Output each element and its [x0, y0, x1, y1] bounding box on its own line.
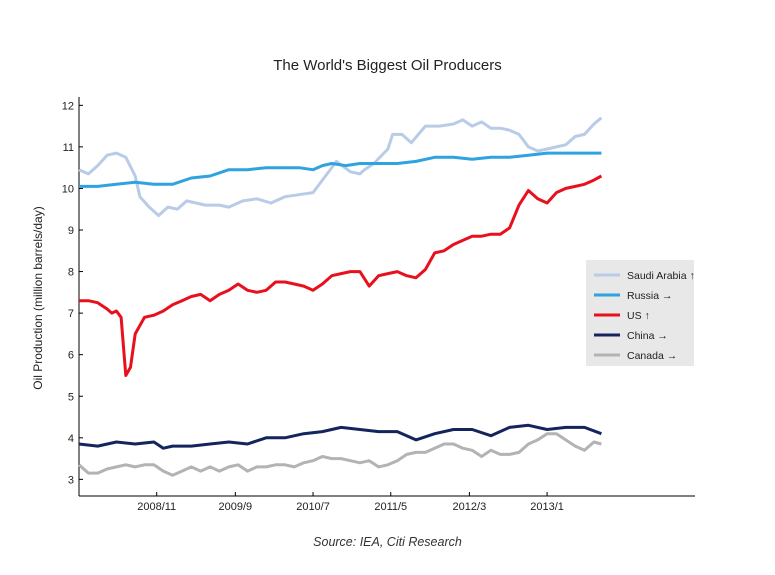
- chart-source: Source: IEA, Citi Research: [313, 535, 462, 549]
- x-tick-label: 2009/9: [219, 501, 253, 513]
- y-tick-label: 12: [62, 100, 74, 112]
- series-line-us: [79, 174, 603, 377]
- x-tick-label: 2011/5: [374, 501, 407, 513]
- y-tick-label: 3: [68, 474, 74, 486]
- series-line-china: [78, 423, 602, 450]
- y-tick-label: 8: [68, 267, 74, 279]
- x-tick-label: 2008/11: [137, 501, 176, 513]
- legend-label-china: China →: [627, 330, 668, 342]
- axes: 3 4 5 6 7 8 9 10 11 12 2008/11 2009/9 2010/7 2011/5 20…: [62, 97, 695, 513]
- x-tick-label: 2012/3: [453, 501, 487, 513]
- y-tick-label: 5: [68, 391, 74, 403]
- legend-label-saudi-arabia: Saudi Arabia ↑: [627, 270, 695, 282]
- y-tick-label: 9: [68, 225, 74, 237]
- series-line-canada: [78, 432, 602, 477]
- chart-title: The World's Biggest Oil Producers: [273, 57, 502, 74]
- legend: Saudi Arabia ↑ Russia → US ↑ China → Canada …: [586, 260, 695, 366]
- x-tick-label: 2013/1: [530, 501, 564, 513]
- y-tick-label: 10: [62, 183, 74, 195]
- series-line-saudi-arabia: [78, 116, 603, 217]
- y-tick-label: 11: [63, 142, 74, 154]
- series-line-russia: [79, 151, 602, 188]
- legend-label-canada: Canada →: [627, 350, 677, 362]
- y-tick-label: 7: [68, 308, 74, 320]
- legend-label-us: US ↑: [627, 310, 650, 322]
- legend-label-russia: Russia →: [627, 290, 673, 302]
- series-lines: [78, 116, 603, 477]
- y-tick-label: 4: [68, 433, 74, 445]
- y-tick-label: 6: [68, 350, 74, 362]
- legend-box: [586, 260, 694, 366]
- x-tick-label: 2010/7: [296, 501, 330, 513]
